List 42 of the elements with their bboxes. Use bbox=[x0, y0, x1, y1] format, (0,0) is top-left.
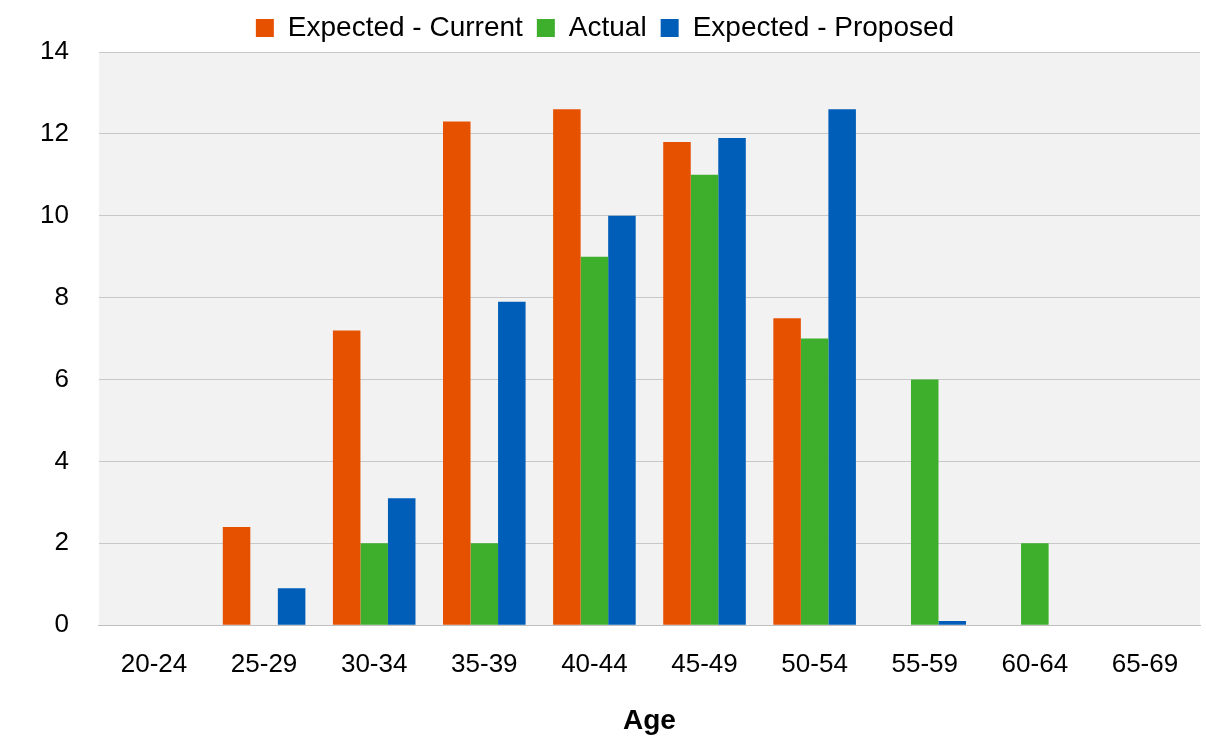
bar bbox=[443, 121, 471, 625]
bar bbox=[332, 330, 361, 625]
y-tick-label: 10 bbox=[40, 198, 69, 229]
x-tick-label: 50-54 bbox=[781, 647, 848, 678]
x-tick-label: 65-69 bbox=[1111, 647, 1179, 678]
bar bbox=[1021, 543, 1049, 625]
bar bbox=[938, 621, 967, 625]
y-tick-label: 4 bbox=[54, 444, 69, 475]
bar bbox=[773, 318, 801, 625]
bar bbox=[800, 338, 829, 625]
bar bbox=[553, 109, 581, 625]
bar bbox=[663, 142, 691, 625]
y-tick-label: 12 bbox=[40, 117, 69, 148]
bar bbox=[498, 301, 526, 625]
x-tick-label: 20-24 bbox=[120, 647, 188, 678]
bar bbox=[387, 498, 416, 625]
bar bbox=[277, 588, 306, 625]
legend-label: Actual bbox=[568, 10, 647, 42]
x-tick-label: 45-49 bbox=[671, 647, 738, 678]
bar bbox=[690, 174, 719, 625]
x-tick-label: 25-29 bbox=[230, 647, 298, 678]
bar bbox=[910, 379, 939, 625]
bar bbox=[470, 543, 499, 625]
x-tick-label: 60-64 bbox=[1001, 647, 1069, 678]
x-tick-label: 30-34 bbox=[340, 647, 408, 678]
y-tick-label: 0 bbox=[54, 608, 69, 639]
legend-label: Expected - Current bbox=[287, 10, 524, 42]
bar bbox=[828, 109, 856, 625]
y-tick-label: 2 bbox=[54, 526, 69, 557]
x-tick-label: 40-44 bbox=[561, 647, 628, 678]
bar bbox=[360, 543, 388, 625]
legend-label: Expected - Proposed bbox=[692, 10, 955, 42]
x-axis-title: Age bbox=[623, 703, 676, 735]
x-tick-label: 55-59 bbox=[891, 647, 958, 678]
bar bbox=[580, 256, 609, 625]
bar bbox=[718, 137, 746, 625]
bar bbox=[608, 215, 636, 625]
y-tick-label: 8 bbox=[54, 280, 69, 311]
x-tick-label: 35-39 bbox=[451, 647, 518, 678]
y-tick-label: 6 bbox=[54, 362, 69, 393]
bar bbox=[222, 526, 251, 625]
y-tick-label: 14 bbox=[40, 35, 69, 66]
